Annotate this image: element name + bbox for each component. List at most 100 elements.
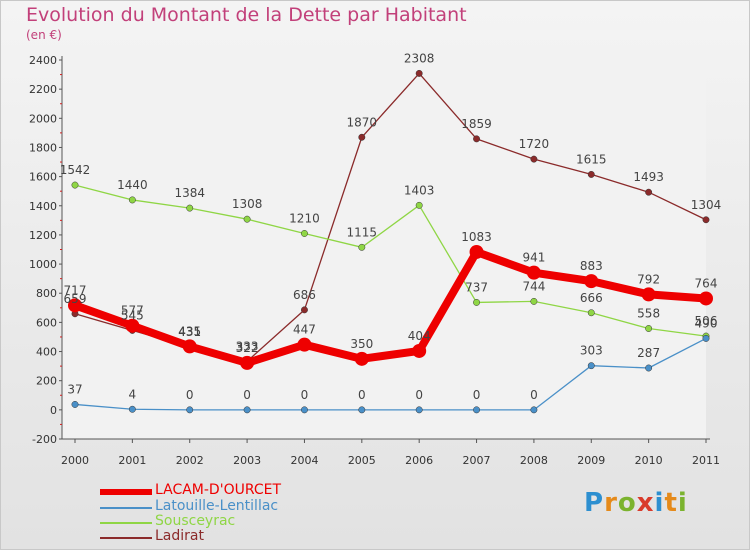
data-point-ladirat	[587, 170, 595, 178]
series-line-sousceyrac	[74, 184, 707, 337]
data-label-ladirat: 1304	[691, 198, 722, 212]
y-tick-label: 1000	[29, 258, 57, 271]
data-point-sousceyrac	[186, 204, 194, 212]
x-tick-label: 2011	[692, 454, 720, 467]
y-tick-label: 1400	[29, 200, 57, 213]
legend-label-ladirat: Ladirat	[155, 528, 204, 544]
data-point-ladirat	[702, 216, 710, 224]
data-point-sousceyrac	[473, 298, 480, 306]
data-label-ladirat: 1493	[633, 170, 664, 184]
y-tick-label: 400	[36, 346, 57, 359]
data-label-ladirat: 1870	[347, 115, 378, 129]
data-label-sousceyrac: 1403	[404, 183, 435, 197]
data-point-lacam	[641, 287, 656, 302]
x-tick-label: 2007	[463, 454, 491, 467]
data-label-lacam: 577	[121, 304, 144, 318]
data-label-lacam: 792	[637, 272, 660, 286]
data-label-sousceyrac: 737	[465, 280, 488, 294]
data-label-ladirat: 1615	[576, 152, 607, 166]
data-point-sousceyrac	[530, 297, 538, 305]
data-label-latouille: 0	[415, 388, 423, 402]
data-point-ladirat	[301, 306, 308, 314]
data-label-ladirat: 545	[121, 308, 144, 322]
data-label-sousceyrac: 1210	[289, 211, 320, 225]
data-label-sousceyrac: 1440	[117, 178, 148, 192]
data-label-ladirat: 2308	[404, 51, 435, 65]
logo-letter: i	[677, 488, 688, 518]
chart-title: Evolution du Montant de la Dette par Hab…	[26, 4, 467, 26]
data-point-ladirat	[530, 155, 538, 163]
data-label-latouille: 0	[301, 388, 309, 402]
data-label-ladirat: 431	[178, 325, 201, 339]
data-point-lacam	[412, 343, 427, 358]
y-tick-label: 2000	[29, 112, 57, 125]
data-label-lacam: 1083	[461, 230, 492, 244]
data-label-sousceyrac: 666	[580, 291, 603, 305]
data-label-latouille: 0	[186, 388, 194, 402]
y-tick-label: 1200	[29, 229, 57, 242]
data-label-sousceyrac: 1308	[232, 197, 263, 211]
chart-subtitle: (en €)	[26, 28, 62, 42]
x-tick-label: 2002	[176, 454, 204, 467]
logo-letter: x	[636, 488, 655, 518]
data-point-latouille	[186, 406, 194, 414]
legend-label-sousceyrac: Sousceyrac	[155, 513, 236, 529]
data-label-sousceyrac: 1542	[60, 163, 91, 177]
y-tick-label: 2200	[29, 83, 57, 96]
data-label-latouille: 4	[129, 387, 137, 401]
legend-swatch-lacam	[100, 489, 152, 495]
data-label-latouille: 303	[580, 344, 603, 358]
logo-letter: r	[604, 488, 618, 518]
logo-letter: P	[584, 488, 605, 518]
y-tick-label: 2400	[29, 54, 57, 67]
x-tick-label: 2006	[405, 454, 433, 467]
x-tick-label: 2000	[61, 454, 89, 467]
data-label-lacam: 764	[695, 276, 718, 290]
data-point-ladirat	[358, 133, 366, 141]
data-point-lacam	[297, 337, 312, 352]
data-point-sousceyrac	[128, 196, 136, 204]
data-point-sousceyrac	[71, 181, 79, 189]
y-tick-label: 200	[36, 375, 57, 388]
data-label-lacam: 717	[64, 283, 87, 297]
data-label-latouille: 490	[695, 316, 718, 330]
logo-letter: i	[654, 488, 665, 518]
logo-letter: t	[664, 488, 678, 518]
data-point-lacam	[182, 339, 197, 354]
data-label-ladirat: 686	[293, 288, 316, 302]
data-label-latouille: 0	[530, 388, 538, 402]
data-point-latouille	[587, 362, 595, 370]
data-label-ladirat: 333	[236, 339, 259, 353]
data-point-latouille	[243, 406, 251, 414]
logo-letter: o	[617, 488, 637, 518]
x-tick-label: 2004	[290, 454, 318, 467]
data-label-lacam: 435	[178, 324, 201, 338]
legend-label-lacam: LACAM-D'OURCET	[155, 482, 282, 498]
x-tick-label: 2008	[520, 454, 548, 467]
data-point-sousceyrac	[415, 201, 423, 209]
data-label-sousceyrac: 1384	[174, 186, 205, 200]
data-point-latouille	[128, 405, 136, 413]
proxiti-logo: Proxiti	[584, 488, 688, 518]
data-label-lacam: 404	[408, 329, 431, 343]
data-label-sousceyrac: 558	[637, 307, 660, 321]
data-point-latouille	[301, 406, 308, 414]
data-label-latouille: 0	[243, 388, 251, 402]
data-label-lacam: 322	[236, 341, 259, 355]
series-line-lacam	[71, 247, 710, 367]
data-label-sousceyrac: 744	[522, 279, 545, 293]
x-tick-label: 2005	[348, 454, 376, 467]
data-label-latouille: 0	[358, 388, 366, 402]
data-label-lacam: 883	[580, 259, 603, 273]
data-point-sousceyrac	[301, 230, 308, 237]
y-tick-label: 0	[50, 404, 57, 417]
series-line-latouille	[74, 337, 707, 411]
legend-label-latouille: Latouille-Lentillac	[155, 498, 279, 514]
data-label-ladirat: 659	[64, 292, 87, 306]
data-point-sousceyrac	[243, 215, 251, 223]
legend-swatch-sousceyrac	[100, 522, 152, 524]
data-point-sousceyrac	[645, 325, 653, 332]
data-point-latouille	[473, 406, 480, 414]
legend-swatch-ladirat	[100, 537, 152, 539]
